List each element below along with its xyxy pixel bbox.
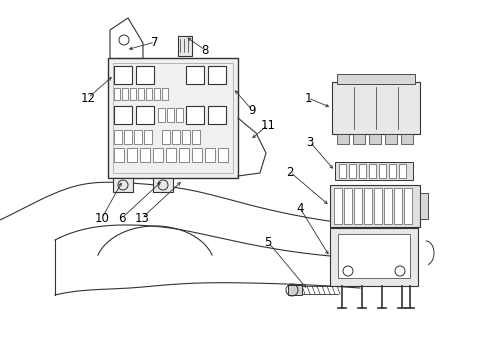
Bar <box>140 148 150 162</box>
Bar <box>153 148 163 162</box>
Bar <box>172 130 180 144</box>
Bar <box>182 130 190 144</box>
Bar <box>337 234 409 278</box>
Bar <box>114 148 124 162</box>
Bar <box>368 164 375 178</box>
Bar <box>338 164 346 178</box>
Bar <box>108 58 238 178</box>
Bar <box>114 130 122 144</box>
Text: 11: 11 <box>260 118 275 131</box>
Text: 10: 10 <box>94 212 109 225</box>
Bar <box>218 148 227 162</box>
Bar <box>122 88 128 100</box>
Bar <box>154 88 160 100</box>
Bar <box>400 134 412 144</box>
Bar <box>165 148 176 162</box>
Text: 5: 5 <box>264 235 271 248</box>
Bar <box>383 188 391 224</box>
Bar <box>207 66 225 84</box>
Bar <box>167 108 174 122</box>
Bar <box>336 134 348 144</box>
Bar <box>334 162 412 180</box>
Text: 1: 1 <box>304 91 311 104</box>
Bar <box>368 134 380 144</box>
Text: 2: 2 <box>285 166 293 179</box>
Bar <box>178 36 192 56</box>
Bar <box>329 228 417 286</box>
Text: 9: 9 <box>248 104 255 117</box>
Bar <box>343 188 351 224</box>
Bar <box>127 148 137 162</box>
Bar <box>331 82 419 134</box>
Bar <box>336 74 414 84</box>
Bar <box>143 130 152 144</box>
Bar <box>130 88 136 100</box>
Text: 8: 8 <box>201 44 208 57</box>
Bar <box>138 88 143 100</box>
Bar <box>185 66 203 84</box>
Bar <box>146 88 152 100</box>
Text: 6: 6 <box>118 212 125 225</box>
Bar <box>388 164 395 178</box>
Bar <box>378 164 385 178</box>
Bar <box>348 164 355 178</box>
Bar <box>393 188 401 224</box>
Bar <box>114 106 132 124</box>
Bar <box>114 66 132 84</box>
Bar <box>352 134 364 144</box>
Bar <box>136 106 154 124</box>
Bar <box>403 188 411 224</box>
Bar <box>192 148 202 162</box>
Text: 12: 12 <box>81 91 95 104</box>
Bar <box>398 164 405 178</box>
Bar <box>114 88 120 100</box>
Bar <box>136 66 154 84</box>
Bar <box>158 108 164 122</box>
Bar <box>358 164 365 178</box>
Bar <box>179 148 189 162</box>
Bar <box>333 188 341 224</box>
Text: 13: 13 <box>134 212 149 225</box>
Bar <box>287 285 302 295</box>
Text: 3: 3 <box>305 135 313 148</box>
Text: 7: 7 <box>151 36 159 49</box>
Bar <box>162 88 168 100</box>
Bar <box>113 178 133 192</box>
Bar <box>384 134 396 144</box>
Bar <box>162 130 170 144</box>
Bar <box>192 130 200 144</box>
Bar <box>153 178 173 192</box>
Bar <box>329 185 419 227</box>
Bar <box>207 106 225 124</box>
Bar <box>176 108 183 122</box>
Bar <box>419 193 427 219</box>
Bar <box>363 188 371 224</box>
Bar <box>134 130 142 144</box>
Bar <box>353 188 361 224</box>
Bar <box>204 148 215 162</box>
Bar <box>185 106 203 124</box>
Text: 4: 4 <box>296 202 303 215</box>
Bar <box>124 130 132 144</box>
Bar <box>373 188 381 224</box>
Bar <box>113 63 232 173</box>
